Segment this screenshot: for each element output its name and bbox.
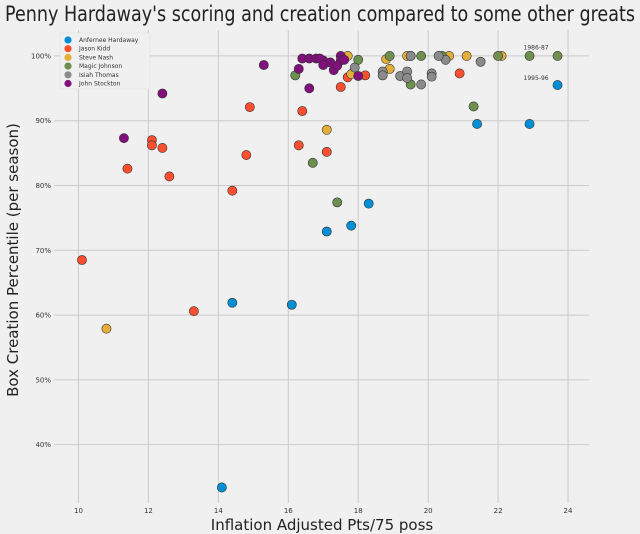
point-john-stockton xyxy=(304,83,315,94)
chart-title: Penny Hardaway's scoring and creation co… xyxy=(5,2,635,26)
point-magic-johnson xyxy=(384,51,395,61)
point-john-stockton xyxy=(318,60,329,70)
point-jason-kidd xyxy=(164,171,175,182)
y-tick-label: 90% xyxy=(35,117,51,125)
y-tick-label: 80% xyxy=(35,182,51,190)
point-jason-kidd xyxy=(293,140,304,151)
legend-label: Anfernee Hardaway xyxy=(79,37,139,44)
point-john-stockton xyxy=(157,88,168,99)
point-steve-nash xyxy=(321,124,332,135)
x-tick-label: 14 xyxy=(214,507,223,515)
point-magic-johnson xyxy=(416,51,427,61)
grid xyxy=(54,30,589,503)
point-anfernee-hardaway xyxy=(472,119,483,129)
legend-label: Jason Kidd xyxy=(78,46,110,53)
y-axis-label: Box Creation Percentile (per season) xyxy=(4,123,22,397)
point-jason-kidd xyxy=(122,163,133,174)
legend-marker xyxy=(64,36,72,44)
x-axis-label: Inflation Adjusted Pts/75 poss xyxy=(211,516,434,534)
legend-label: Steve Nash xyxy=(79,54,113,61)
point-isiah-thomas xyxy=(475,56,486,67)
annotation: 1986-87 xyxy=(524,44,549,51)
x-tick-label: 16 xyxy=(284,507,293,515)
y-tick-label: 50% xyxy=(35,376,51,384)
point-john-stockton xyxy=(332,60,343,71)
legend-marker xyxy=(64,79,72,88)
legend-marker xyxy=(64,62,72,70)
point-jason-kidd xyxy=(147,140,157,151)
point-jason-kidd xyxy=(335,82,346,92)
point-anfernee-hardaway xyxy=(552,80,563,90)
x-tick-label: 18 xyxy=(354,507,363,515)
point-anfernee-hardaway xyxy=(524,119,535,129)
point-magic-johnson xyxy=(493,51,503,61)
legend-box xyxy=(59,32,151,90)
data-points xyxy=(77,51,563,493)
point-anfernee-hardaway xyxy=(321,226,332,237)
x-tick-label: 10 xyxy=(74,507,83,515)
point-jason-kidd xyxy=(157,143,168,153)
legend-marker xyxy=(64,71,72,79)
point-isiah-thomas xyxy=(402,73,413,83)
point-jason-kidd xyxy=(241,150,252,160)
point-jason-kidd xyxy=(244,102,255,113)
point-jason-kidd xyxy=(227,185,238,196)
point-jason-kidd xyxy=(297,106,308,116)
y-tick-label: 60% xyxy=(35,312,51,320)
point-isiah-thomas xyxy=(349,62,360,73)
legend-marker xyxy=(64,53,72,62)
point-jason-kidd xyxy=(454,68,465,79)
point-magic-johnson xyxy=(524,51,535,61)
point-magic-johnson xyxy=(332,197,343,208)
point-isiah-thomas xyxy=(416,79,427,90)
point-john-stockton xyxy=(339,54,350,65)
point-john-stockton xyxy=(258,60,269,70)
y-tick-label: 70% xyxy=(35,247,51,255)
x-tick-label: 12 xyxy=(144,507,153,515)
point-steve-nash xyxy=(461,51,472,61)
x-tick-label: 22 xyxy=(494,507,503,515)
point-jason-kidd xyxy=(77,255,87,265)
legend-label: John Stockton xyxy=(78,81,121,88)
point-magic-johnson xyxy=(307,157,318,168)
point-isiah-thomas xyxy=(433,51,444,61)
point-anfernee-hardaway xyxy=(346,220,357,231)
tick-labels: 10 12 14 16 18 20 22 24 40% 50% 60% 70% 80% 90% 100% xyxy=(31,52,573,515)
annotation: 1995-96 xyxy=(524,75,549,82)
point-john-stockton xyxy=(293,63,304,74)
point-anfernee-hardaway xyxy=(216,482,227,493)
x-tick-label: 24 xyxy=(564,507,573,515)
legend-label: Magic Johnson xyxy=(79,63,122,70)
point-jason-kidd xyxy=(188,306,199,317)
point-magic-johnson xyxy=(468,101,479,112)
annotations: 1986-87 1995-96 xyxy=(524,44,549,81)
legend-label: Isiah Thomas xyxy=(79,72,119,79)
legend-marker xyxy=(64,45,72,53)
point-isiah-thomas xyxy=(426,71,437,82)
point-anfernee-hardaway xyxy=(363,198,374,209)
y-tick-label: 100% xyxy=(31,52,51,60)
point-isiah-thomas xyxy=(377,70,388,81)
point-anfernee-hardaway xyxy=(227,297,238,308)
point-magic-johnson xyxy=(552,51,563,61)
y-tick-label: 40% xyxy=(35,441,51,449)
point-john-stockton xyxy=(353,71,364,81)
point-isiah-thomas xyxy=(405,51,416,61)
x-tick-label: 20 xyxy=(424,507,433,515)
point-jason-kidd xyxy=(321,146,332,157)
point-john-stockton xyxy=(119,133,129,144)
point-anfernee-hardaway xyxy=(286,299,297,310)
point-steve-nash xyxy=(101,323,112,334)
